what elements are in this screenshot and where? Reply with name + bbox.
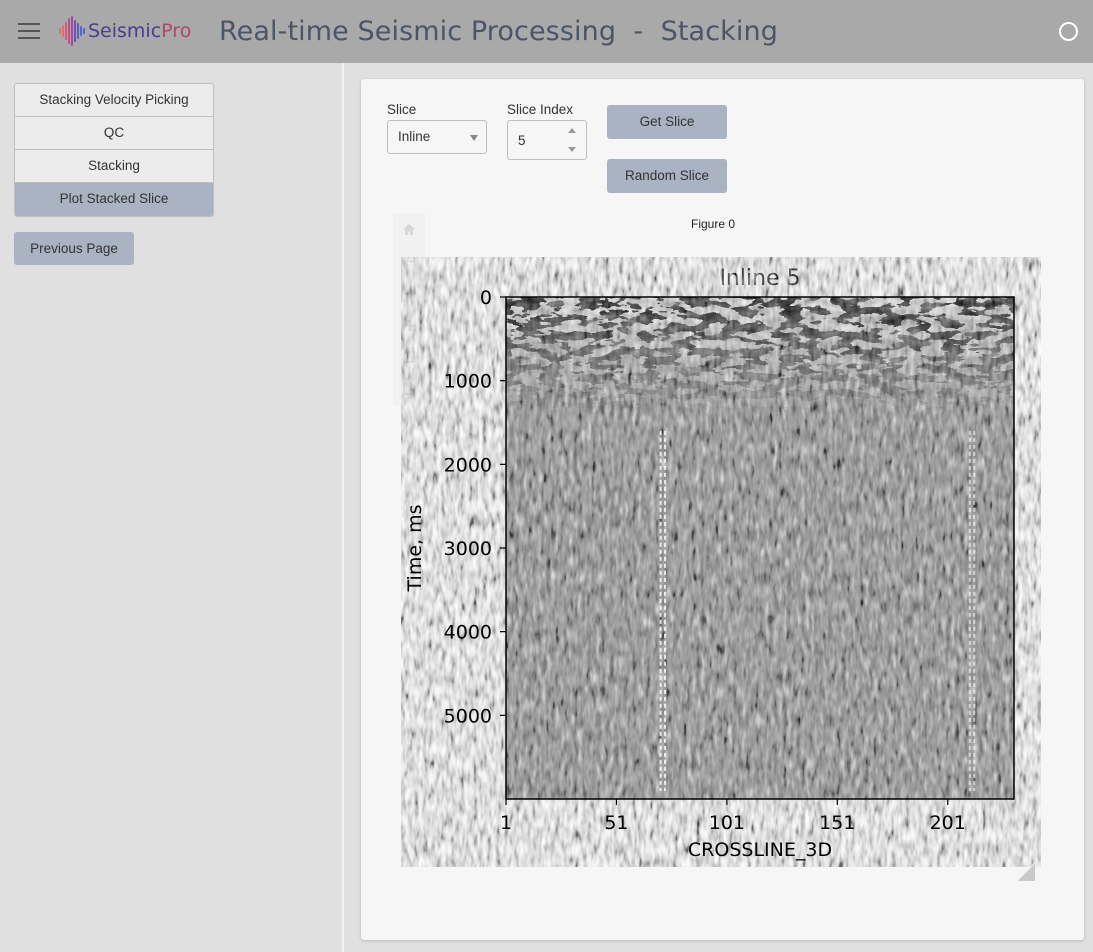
forward-arrow-icon[interactable] — [393, 277, 425, 309]
pan-icon[interactable] — [393, 309, 425, 341]
save-icon[interactable] — [393, 373, 425, 405]
x-axis: 1 51 101 151 201 — [500, 799, 966, 834]
sidebar-nav: Stacking Velocity Picking QC Stacking Pl… — [14, 83, 214, 217]
figure-toolbar — [393, 213, 425, 405]
logo-text-pro: Pro — [161, 20, 192, 42]
x-tick-label: 1 — [500, 812, 512, 834]
chevron-down-icon — [470, 135, 478, 141]
resize-handle-icon[interactable] — [1016, 862, 1036, 882]
y-tick-label: 4000 — [444, 622, 492, 644]
stepper-up-icon[interactable] — [568, 128, 576, 133]
sidebar-item-stacking-velocity-picking[interactable]: Stacking Velocity Picking — [15, 84, 213, 117]
x-axis-label: CROSSLINE_3D — [688, 839, 832, 861]
zoom-rect-icon[interactable] — [393, 341, 425, 373]
y-tick-label: 3000 — [444, 538, 492, 560]
menu-icon[interactable] — [18, 23, 40, 40]
slice-select[interactable]: Inline — [387, 120, 487, 154]
seismic-shallow-events — [506, 297, 1014, 417]
y-tick-label: 5000 — [444, 705, 492, 727]
y-tick-label: 2000 — [444, 454, 492, 476]
previous-page-button[interactable]: Previous Page — [14, 232, 134, 265]
get-slice-button[interactable]: Get Slice — [607, 105, 727, 139]
app-header: SeismicPro Real-time Seismic Processing … — [0, 0, 1093, 63]
slice-index-value: 5 — [518, 133, 526, 148]
x-tick-label: 151 — [819, 812, 855, 834]
chart-title: Inline 5 — [719, 266, 800, 291]
main-card: Slice Inline Slice Index 5 Get Slice Ran… — [361, 79, 1084, 940]
page-title: Real-time Seismic Processing - Stacking — [219, 16, 778, 47]
y-tick-label: 1000 — [444, 371, 492, 393]
x-tick-label: 201 — [930, 812, 966, 834]
random-slice-button[interactable]: Random Slice — [607, 159, 727, 193]
x-tick-label: 51 — [604, 812, 628, 834]
y-tick-label: 0 — [480, 287, 492, 309]
slice-label: Slice — [387, 102, 417, 117]
y-axis: 0 1000 2000 3000 4000 5000 — [444, 287, 506, 727]
home-icon[interactable] — [393, 213, 425, 245]
sidebar-item-plot-stacked-slice[interactable]: Plot Stacked Slice — [15, 183, 213, 216]
y-axis-label: Time, ms — [404, 505, 426, 593]
sidebar-item-stacking[interactable]: Stacking — [15, 150, 213, 183]
logo-text: SeismicPro — [88, 20, 191, 42]
status-circle-icon — [1059, 22, 1078, 41]
logo-text-seismic: Seismic — [88, 20, 162, 42]
app-logo: SeismicPro — [58, 16, 191, 46]
back-arrow-icon[interactable] — [393, 245, 425, 277]
stepper-down-icon[interactable] — [568, 147, 576, 152]
slice-select-value: Inline — [398, 129, 431, 144]
sidebar-item-qc[interactable]: QC — [15, 117, 213, 150]
figure-label: Figure 0 — [691, 217, 736, 231]
x-tick-label: 101 — [709, 812, 745, 834]
slice-index-input[interactable]: 5 — [507, 120, 587, 160]
slice-index-label: Slice Index — [507, 102, 574, 117]
waveform-logo-icon — [59, 16, 85, 46]
sidebar: Stacking Velocity Picking QC Stacking Pl… — [0, 63, 344, 952]
plot-area — [505, 296, 1015, 800]
